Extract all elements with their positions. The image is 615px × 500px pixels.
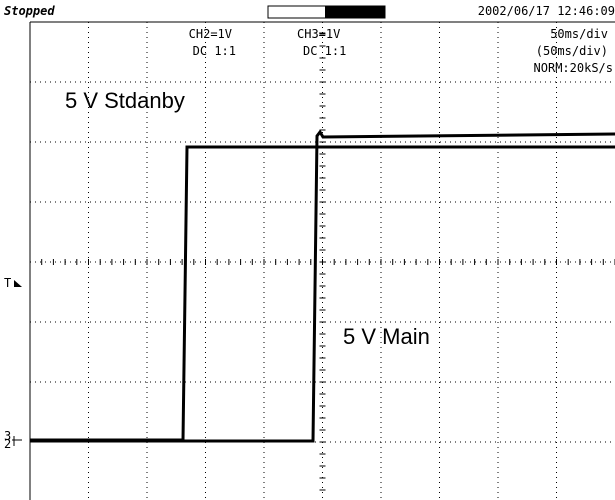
ch2-setting: CH2=1V (189, 27, 232, 41)
annotation: 5 V Main (343, 324, 430, 349)
acq-mode: NORM:20kS/s (534, 61, 613, 75)
ch2-coupling: DC 1:1 (193, 44, 236, 58)
ground-marker: 2 (4, 437, 11, 451)
ch3-setting: CH3=1V (297, 27, 340, 41)
ch3-trace (30, 129, 615, 443)
annotation: 5 V Stdanby (65, 88, 185, 113)
status: Stopped (4, 4, 55, 18)
ground-marker: 3 (4, 429, 11, 443)
ground-symbol (12, 436, 22, 446)
graticule (29, 21, 615, 500)
datetime: 2002/06/17 12:46:09 (478, 4, 615, 18)
timebase: 50ms/div (550, 27, 608, 41)
zoom-timebase: (50ms/div) (536, 44, 608, 58)
ch3-coupling: DC 1:1 (303, 44, 346, 58)
record-bar-view (325, 6, 385, 18)
trigger-marker: T (4, 276, 11, 290)
trigger-arrow (14, 280, 22, 287)
